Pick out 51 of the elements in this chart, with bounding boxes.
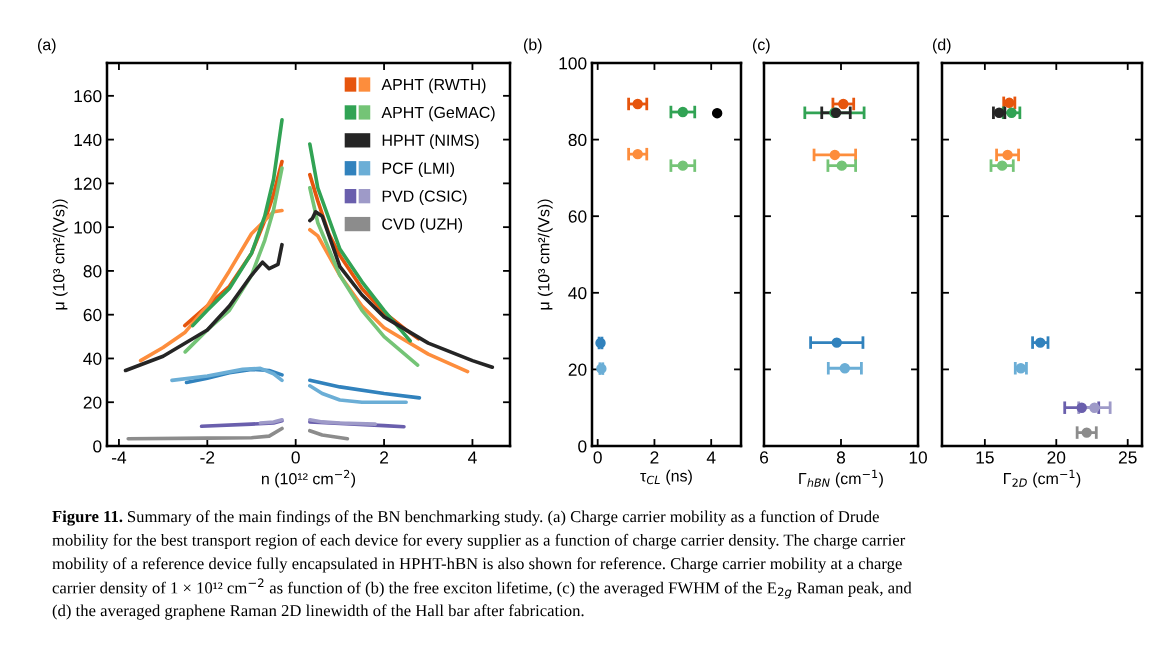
y-tick-label: 60: [568, 210, 587, 223]
text: carrier density of 1 × 10¹² cm$^{−2}$ as function of (b) the free exciton lifetime, (c) the averaged FWHM of the E$_{2g}$ Raman peak, and: [52, 578, 912, 599]
x-axis-title: n (10¹² cm$^{−2}$): [261, 469, 356, 488]
legend-label: APHT (GeMAC): [381, 106, 495, 122]
x-tick-label: 2: [650, 451, 659, 464]
caption: Figure 11.: [52, 510, 123, 526]
y-axis-title: μ (10³ cm²/(Vs)): [52, 199, 68, 310]
y-tick-label: 60: [83, 308, 102, 322]
x-tick-label: -2: [200, 451, 215, 464]
x-axis-title: Γ$_{2D}$ (cm$^{−1}$): [1004, 469, 1081, 488]
chart-title: (a): [37, 38, 56, 54]
y-tick-label: 20: [568, 363, 587, 376]
x-tick-label: 20: [1047, 451, 1066, 464]
text: mobility of a reference device fully encapsulated in HPHT-hBN is also shown for reference. Charge carrier mobility at a charge: [52, 557, 902, 573]
text: (d) the averaged graphene Raman 2D linewidth of the Hall bar after fabrication.: [52, 604, 584, 620]
legend-label: CVD (UZH): [382, 217, 463, 233]
y-axis-title: μ (10³ cm²/(Vs)): [537, 199, 553, 310]
x-tick-label: 4: [468, 451, 477, 464]
x-tick-label: 6: [760, 451, 769, 464]
chart-title: (d): [932, 38, 951, 54]
x-tick-label: -4: [111, 451, 127, 464]
x-tick-label: 15: [976, 451, 994, 464]
x-tick-label: 8: [836, 451, 846, 464]
legend-label: HPHT (NIMS): [382, 134, 479, 150]
x-tick-label: 25: [1118, 451, 1137, 464]
x-tick-label: 2: [380, 451, 389, 464]
x-tick-label: 10: [909, 451, 927, 464]
y-tick-label: 40: [83, 352, 102, 365]
y-tick-label: 140: [74, 133, 102, 147]
legend-label: APHT (RWTH): [381, 78, 486, 94]
y-tick-label: 0: [578, 440, 587, 453]
x-axis-title: Γ$_{hBN}$ (cm$^{−1}$): [799, 469, 883, 488]
y-tick-label: 160: [74, 90, 102, 103]
x-tick-label: 4: [706, 451, 716, 464]
y-tick-label: 0: [93, 440, 102, 453]
y-tick-label: 40: [568, 286, 587, 300]
y-tick-label: 100: [74, 221, 102, 234]
legend-label: PVD (CSIC): [382, 190, 467, 205]
chart-title: (b): [523, 38, 542, 54]
legend-label: PCF (LMI): [382, 162, 455, 178]
x-tick-label: 0: [593, 451, 602, 464]
y-tick-label: 100: [559, 57, 587, 70]
chart-title: (c): [752, 38, 770, 54]
y-tick-label: 20: [83, 396, 102, 409]
x-tick-label: 0: [291, 451, 300, 464]
y-tick-label: 120: [74, 177, 102, 190]
x-axis-title: τ$_{CL}$ (ns): [640, 469, 692, 485]
y-tick-label: 80: [83, 265, 102, 278]
text: Summary of the main findings of the BN benchmarking study. (a) Charge carrier mobility as a function of Drude: [127, 510, 879, 526]
text: mobility for the best transport region of each device for every supplier as a function of charge carrier density. The charge carrier: [52, 533, 906, 550]
y-tick-label: 80: [568, 133, 587, 147]
